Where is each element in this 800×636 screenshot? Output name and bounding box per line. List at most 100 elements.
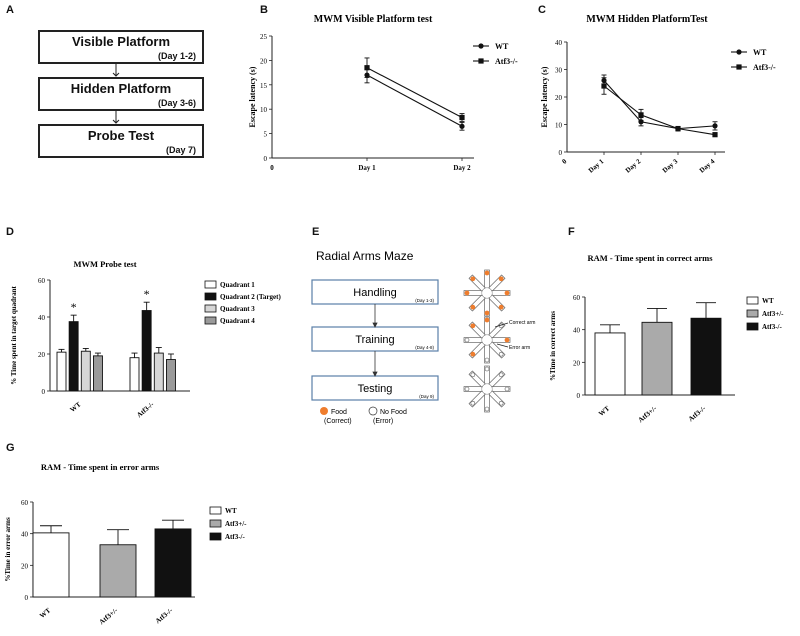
legend-marker — [478, 58, 484, 64]
y-tick-label: 0 — [25, 594, 29, 602]
flow-step-days: (Day 1-2) — [157, 51, 196, 61]
maze-stage-training: Training (Day 4-8) — [311, 326, 439, 352]
data-point-circle — [459, 123, 465, 129]
y-tick-label: 25 — [260, 33, 268, 41]
no-food-dot — [484, 406, 490, 412]
no-food-legend-dot — [368, 406, 378, 416]
y-axis-label: %Time in correct arms — [549, 311, 557, 381]
x-tick-label: 0 — [560, 157, 568, 166]
no-food-dot — [484, 366, 490, 372]
chart-title: MWM Probe test — [73, 259, 136, 269]
food-dot — [504, 290, 510, 296]
no-food-dot — [498, 372, 504, 378]
y-tick-label: 20 — [260, 57, 268, 65]
series-line-1 — [603, 85, 716, 136]
data-point-square — [675, 126, 681, 132]
maze-center — [482, 384, 492, 394]
y-tick-label: 60 — [38, 277, 46, 285]
no-food-dot — [464, 337, 470, 343]
maze-icon — [463, 316, 511, 364]
maze-stage-testing: Testing (Day 9) — [311, 375, 439, 401]
series-line-0 — [366, 74, 463, 127]
no-food-dot — [504, 386, 510, 392]
y-tick-label: 20 — [38, 351, 46, 359]
data-point-square — [638, 112, 644, 118]
bar — [129, 357, 140, 392]
chart-g: RAM - Time spent in error arms 0 20 40 60 %Ti… — [4, 462, 247, 626]
maze-title: Radial Arms Maze — [316, 249, 414, 263]
legend-food-sub: (Correct) — [324, 418, 352, 425]
y-tick-label: 0 — [264, 155, 268, 163]
maze-icon — [463, 365, 511, 413]
data-point-square — [459, 114, 465, 121]
no-food-dot — [498, 351, 504, 357]
legend-swatch — [204, 280, 217, 289]
significance-star: * — [144, 287, 150, 301]
panel-letter-g: G — [6, 442, 15, 454]
legend-swatch — [746, 296, 759, 305]
flow-step-title: Hidden Platform — [70, 81, 172, 96]
legend-label: WT — [495, 42, 509, 51]
x-tick-label: Day 2 — [624, 157, 643, 175]
food-dot — [498, 304, 504, 310]
food-dot — [470, 304, 476, 310]
legend-label: Atf3-/- — [762, 323, 782, 331]
food-dot — [484, 317, 490, 323]
error-arm-label: Error arm — [509, 345, 530, 351]
bar — [99, 544, 137, 598]
x-tick-label: Atf3+/- — [637, 404, 659, 424]
y-tick-label: 60 — [21, 499, 29, 507]
y-tick-label: 0 — [577, 392, 581, 400]
maze-stage-arrows — [372, 304, 378, 377]
maze-stage-days: (Day 9) — [419, 394, 434, 399]
x-tick-label: Atf3+/- — [98, 606, 120, 626]
x-tick-label: Atf3-/- — [135, 400, 156, 419]
food-legend-dot — [320, 407, 328, 415]
no-food-dot — [484, 357, 490, 363]
correct-arm-label: Correct arm — [509, 320, 535, 326]
panel-letter-b: B — [260, 4, 268, 16]
x-tick-label: Day 1 — [358, 164, 376, 172]
x-tick-label: WT — [69, 400, 83, 414]
legend-label: Quadrant 1 — [220, 281, 255, 289]
x-tick-label: Day 2 — [453, 164, 471, 172]
bar — [32, 532, 70, 598]
chart-title: RAM - Time spent in correct arms — [587, 253, 713, 263]
food-dot — [464, 290, 470, 296]
x-tick-label: Day 4 — [698, 157, 717, 175]
flow-step-title: Visible Platform — [71, 34, 170, 49]
y-tick-label: 20 — [21, 562, 29, 570]
maze-stage-days: (Day 1-3) — [415, 298, 434, 303]
flow-step-hidden: Hidden Platform (Day 3-6) — [38, 77, 204, 111]
bar — [56, 351, 67, 392]
food-dot — [498, 276, 504, 282]
y-tick-label: 10 — [555, 122, 563, 130]
bar — [154, 528, 192, 598]
chart-b: MWM Visible Platform test 0 5 10 15 20 25 0 Day … — [248, 14, 518, 172]
legend-swatch — [209, 532, 222, 541]
y-tick-label: 60 — [573, 294, 581, 302]
y-tick-label: 40 — [38, 314, 46, 322]
y-tick-label: 0 — [559, 149, 563, 157]
flow-step-days: (Day 3-6) — [157, 98, 196, 108]
no-food-dot — [498, 400, 504, 406]
y-tick-label: 0 — [42, 388, 46, 396]
legend-marker — [736, 49, 742, 55]
legend-label: Atf3+/- — [225, 520, 247, 528]
legend-label: Atf3-/- — [753, 63, 776, 72]
maze-icon — [463, 269, 511, 317]
y-tick-label: 20 — [573, 359, 581, 367]
legend-label: WT — [762, 297, 774, 305]
x-tick-label: Day 1 — [587, 157, 606, 175]
maze-center — [482, 288, 492, 298]
chart-title: RAM - Time spent in error arms — [41, 462, 160, 472]
flow-step-days: (Day 7) — [165, 145, 196, 155]
data-point-square — [364, 65, 370, 71]
chart-f: RAM - Time spent in correct arms 0 20 40 60%… — [549, 253, 784, 424]
food-dot — [484, 310, 490, 316]
maze-stage-days: (Day 4-8) — [415, 345, 434, 350]
legend-swatch — [209, 519, 222, 528]
data-point-square — [712, 132, 718, 138]
x-tick-label: WT — [597, 404, 611, 418]
